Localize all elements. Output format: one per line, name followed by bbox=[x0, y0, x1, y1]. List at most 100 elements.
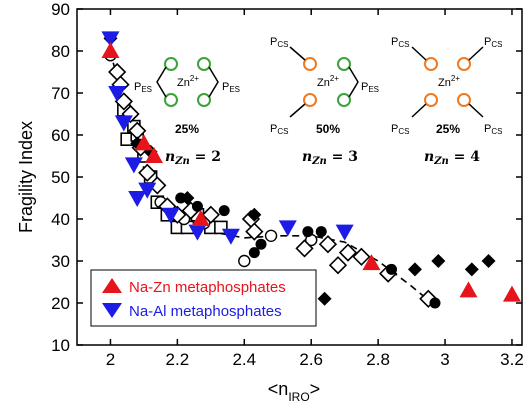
point-zn-triangle bbox=[101, 42, 120, 58]
point-filled-circle bbox=[302, 226, 314, 238]
point-open-diamond bbox=[318, 235, 338, 254]
bead bbox=[337, 57, 351, 71]
label-pcs-top: PCS bbox=[270, 36, 288, 49]
point-open-circle bbox=[238, 254, 251, 268]
pct-nzn3: 50% bbox=[316, 122, 340, 136]
bead bbox=[457, 93, 471, 107]
zn-ion-label: Zn2+ bbox=[438, 74, 460, 89]
y-axis: 10 20 30 40 50 60 70 80 90 bbox=[51, 0, 522, 355]
pct-nzn2: 25% bbox=[175, 122, 199, 136]
zn-ion-label: Zn2+ bbox=[177, 74, 199, 89]
y-tick-label: 70 bbox=[51, 84, 70, 103]
point-al-triangle bbox=[161, 207, 180, 224]
point-zn-triangle bbox=[459, 281, 478, 298]
y-axis-label: Fragility Index bbox=[16, 121, 36, 233]
point-al-triangle bbox=[101, 31, 120, 48]
x-tick-label: 2.6 bbox=[299, 350, 323, 369]
point-open-diamond bbox=[108, 62, 127, 82]
point-filled-diamond bbox=[431, 254, 446, 268]
x-tick-label: 2.8 bbox=[366, 350, 390, 369]
y-tick-label: 10 bbox=[51, 336, 70, 355]
bead bbox=[424, 57, 438, 71]
bond bbox=[468, 103, 484, 118]
point-open-diamond bbox=[201, 205, 220, 224]
label-pes-right: PES bbox=[222, 81, 240, 94]
point-filled-circle bbox=[218, 205, 230, 217]
bond bbox=[289, 103, 306, 118]
point-filled-diamond bbox=[464, 262, 479, 277]
bead bbox=[424, 93, 438, 107]
bead bbox=[197, 57, 211, 71]
nzn2-label: nZn = 2 bbox=[165, 149, 221, 167]
point-al-triangle bbox=[188, 224, 207, 241]
x-tick-label: 2 bbox=[106, 350, 115, 369]
point-al-triangle bbox=[278, 220, 297, 237]
point-filled-diamond bbox=[180, 191, 195, 205]
label-pcs-tr: PCS bbox=[484, 36, 502, 49]
x-tick-label: 3 bbox=[440, 350, 449, 369]
bead bbox=[303, 57, 317, 71]
pct-nzn4: 25% bbox=[436, 122, 460, 136]
x-tick-label: 3.2 bbox=[500, 350, 524, 369]
bead bbox=[457, 57, 471, 71]
point-filled-circle bbox=[429, 297, 441, 309]
bond bbox=[411, 103, 427, 118]
inset-nzn3: PCS PCS PES Zn2+ 50% nZn = 3 bbox=[270, 36, 379, 167]
label-pes-right: PES bbox=[361, 81, 379, 94]
point-open-diamond bbox=[328, 256, 348, 275]
y-tick-label: 60 bbox=[51, 126, 70, 145]
y-tick-label: 80 bbox=[51, 42, 70, 61]
label-pcs-br: PCS bbox=[484, 123, 502, 136]
trend-line bbox=[109, 50, 433, 304]
point-al-triangle bbox=[221, 228, 240, 245]
bead bbox=[197, 93, 211, 107]
point-open-diamond bbox=[338, 243, 358, 262]
inset-nzn4: PCS PCS PCS PCS Zn2+ 25% nZn = 4 bbox=[391, 36, 502, 167]
point-filled-diamond bbox=[317, 291, 332, 306]
legend-marker-zn bbox=[102, 278, 122, 293]
point-al-triangle bbox=[128, 191, 147, 207]
label-pcs-tl: PCS bbox=[391, 36, 409, 49]
point-zn-triangle bbox=[502, 285, 521, 302]
point-zn-triangle bbox=[134, 134, 153, 151]
legend-box bbox=[90, 269, 317, 327]
x-axis-label: <nIRO> bbox=[268, 379, 320, 404]
point-zn-triangle bbox=[144, 147, 163, 163]
bead bbox=[337, 93, 351, 107]
y-tick-label: 30 bbox=[51, 252, 70, 271]
bead bbox=[303, 93, 317, 107]
point-filled-circle bbox=[386, 263, 398, 275]
bond bbox=[156, 66, 167, 98]
point-zn-triangle bbox=[362, 254, 381, 271]
zn-ion-label: Zn2+ bbox=[317, 74, 339, 89]
point-zn-triangle bbox=[191, 210, 210, 226]
point-filled-diamond bbox=[481, 254, 496, 268]
point-filled-diamond bbox=[247, 207, 262, 222]
nzn4-label: nZn = 4 bbox=[424, 149, 480, 167]
legend-marker-al bbox=[102, 303, 122, 318]
y-tick-label: 20 bbox=[51, 294, 70, 313]
point-open-diamond bbox=[295, 239, 314, 258]
legend: Na-Zn metaphosphates Na-Al metaphosphate… bbox=[90, 269, 317, 327]
label-pcs-bottom: PCS bbox=[270, 123, 288, 136]
point-al-triangle bbox=[124, 157, 143, 174]
bond bbox=[411, 46, 427, 61]
point-open-diamond bbox=[352, 247, 371, 266]
y-tick-label: 90 bbox=[51, 0, 70, 19]
x-tick-label: 2.4 bbox=[232, 350, 256, 369]
point-open-circle bbox=[264, 229, 278, 243]
point-al-triangle bbox=[335, 224, 354, 241]
point-filled-circle bbox=[191, 200, 203, 212]
bond bbox=[348, 66, 359, 98]
point-filled-circle bbox=[255, 238, 267, 250]
bead bbox=[164, 57, 178, 71]
bead bbox=[164, 93, 178, 107]
point-filled-circle bbox=[315, 226, 327, 238]
point-filled-diamond bbox=[407, 262, 422, 277]
y-tick-label: 40 bbox=[51, 210, 70, 229]
point-open-diamond bbox=[138, 163, 157, 182]
point-al-triangle bbox=[114, 115, 133, 132]
inset-nzn2: PES PES Zn2+ 25% nZn = 2 bbox=[134, 57, 240, 167]
data-marks bbox=[101, 31, 521, 309]
